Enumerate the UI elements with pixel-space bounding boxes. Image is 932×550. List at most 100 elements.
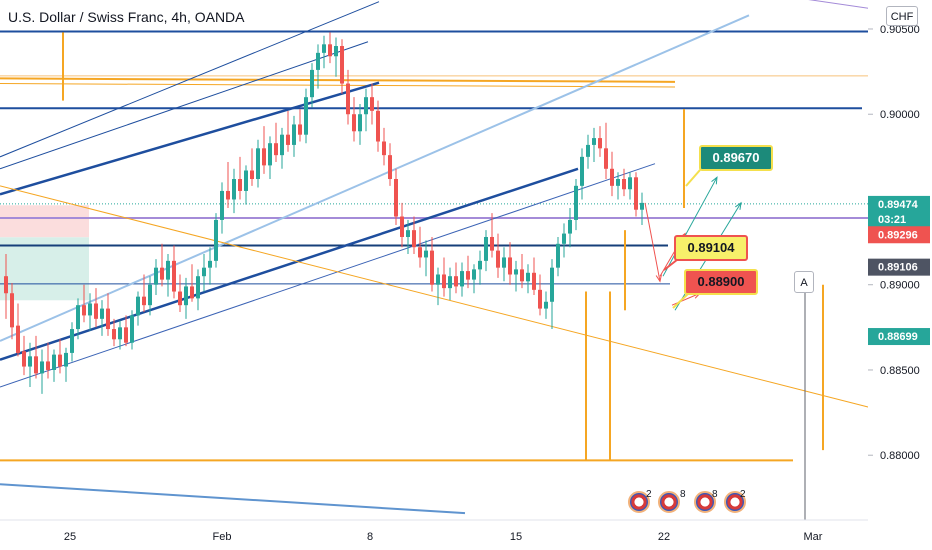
- price-label-box: [868, 328, 930, 346]
- y-tick-label: 0.89000: [880, 280, 920, 292]
- candle-body: [352, 114, 356, 132]
- candle-body: [124, 327, 128, 343]
- candle-body: [322, 44, 326, 53]
- drawing-lines: [0, 0, 871, 520]
- price-label-text: 0.88699: [878, 331, 918, 343]
- candle-body: [166, 260, 170, 280]
- candle-body: [556, 243, 560, 268]
- price-label-text: 0.89474: [878, 199, 919, 211]
- candle-body: [232, 179, 236, 200]
- currency-button[interactable]: CHF: [886, 6, 918, 26]
- candle-body: [400, 216, 404, 237]
- candle-body: [418, 247, 422, 258]
- candle-body: [70, 329, 74, 353]
- candle-body: [304, 97, 308, 135]
- price-label-text: 0.89106: [878, 262, 918, 274]
- y-tick-label: 0.88500: [880, 365, 920, 377]
- candle-body: [316, 52, 320, 70]
- callout-text: 0.89104: [688, 240, 736, 255]
- candle-body: [214, 219, 218, 261]
- y-tick-label: 0.88000: [880, 450, 920, 462]
- price-axis: 0.90500 0.90000 0.89000 0.88500 0.88000 0.894…: [868, 0, 932, 550]
- candle-body: [364, 97, 368, 115]
- callout-text: 0.89670: [713, 150, 760, 165]
- candle-body: [442, 274, 446, 289]
- candle-body: [514, 269, 518, 275]
- candle-body: [634, 177, 638, 210]
- arrow-head: [735, 201, 742, 210]
- marker-a-button[interactable]: A: [794, 271, 814, 293]
- candle-body: [58, 354, 62, 367]
- event-count: 2: [740, 489, 746, 500]
- price-label-box: [868, 195, 930, 213]
- candle-body: [94, 303, 98, 319]
- candle-body: [628, 177, 632, 190]
- candle-body: [394, 179, 398, 217]
- candle-body: [460, 271, 464, 287]
- callout-box: [699, 145, 773, 171]
- candle-body: [190, 286, 194, 299]
- candle-body: [118, 327, 122, 340]
- ch-flag-icon[interactable]: [724, 491, 746, 513]
- price-label-box: [868, 211, 930, 229]
- candle-body: [448, 276, 452, 289]
- price-label-text: 0.89296: [878, 229, 918, 241]
- us-flag-icon[interactable]: [694, 491, 716, 513]
- callout-box: [674, 235, 748, 261]
- candle-body: [382, 141, 386, 156]
- candle-body: [592, 138, 596, 145]
- candle-body: [148, 284, 152, 306]
- channel-main-lower: [0, 167, 579, 361]
- candle-body: [184, 286, 188, 306]
- candle-body: [568, 219, 572, 234]
- candle-body: [52, 354, 56, 370]
- candle-body: [346, 83, 350, 115]
- candle-body: [196, 276, 200, 299]
- candle-body: [508, 257, 512, 275]
- event-count: 8: [712, 489, 718, 500]
- candle-body: [40, 361, 44, 374]
- ch-flag-icon[interactable]: [658, 491, 680, 513]
- candle-body: [106, 308, 110, 330]
- candle-body: [598, 138, 602, 149]
- candle-body: [616, 179, 620, 186]
- candle-body: [472, 269, 476, 280]
- candle-body: [484, 236, 488, 261]
- channel-main: [0, 81, 380, 196]
- candle-body: [430, 250, 434, 285]
- y-tick-label: 0.90500: [880, 24, 920, 36]
- event-count: 8: [680, 489, 686, 500]
- candle-body: [28, 356, 32, 367]
- arrow-head: [655, 274, 662, 283]
- candle-body: [424, 250, 428, 258]
- candle-body: [340, 46, 344, 84]
- x-tick-label: Mar: [804, 531, 823, 543]
- economic-events[interactable]: 2 8 8 2: [628, 489, 752, 517]
- price-label-text: 03:21: [878, 214, 906, 226]
- candle-body: [478, 260, 482, 270]
- long-zone-box: [0, 237, 89, 301]
- callout-box: [684, 269, 758, 295]
- callout-text: 0.88900: [698, 274, 745, 289]
- candle-body: [466, 271, 470, 280]
- candle-body: [436, 274, 440, 285]
- candle-body: [88, 303, 92, 316]
- top-right-purple: [808, 0, 871, 10]
- candle-body: [298, 124, 302, 135]
- candle-body: [328, 44, 332, 57]
- candle-body: [226, 190, 230, 200]
- price-label-box: [868, 226, 930, 244]
- us-flag-icon[interactable]: [628, 491, 650, 513]
- candle-body: [520, 269, 524, 282]
- candle-body: [358, 114, 362, 132]
- descending-support: [0, 185, 871, 408]
- candle-body: [202, 267, 206, 277]
- event-count: 2: [646, 489, 652, 500]
- x-tick-label: 15: [510, 531, 522, 543]
- chart-background: [0, 205, 89, 301]
- candle-body: [82, 305, 86, 316]
- candle-body: [580, 156, 584, 186]
- candle-body: [178, 291, 182, 306]
- chart-title: U.S. Dollar / Swiss Franc, 4h, OANDA: [8, 9, 245, 25]
